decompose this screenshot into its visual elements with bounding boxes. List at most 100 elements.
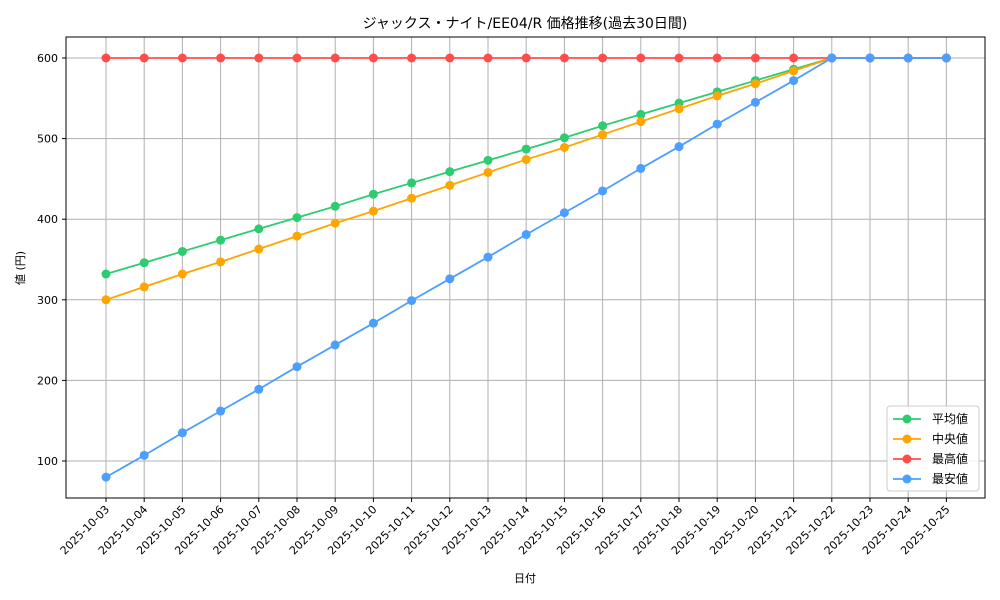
data-point: [177, 269, 187, 279]
data-point: [254, 384, 264, 394]
data-point: [559, 133, 569, 143]
y-axis-label: 値 (円): [14, 251, 27, 285]
legend-marker-icon: [902, 474, 912, 484]
data-point: [216, 53, 226, 63]
data-point: [445, 53, 455, 63]
data-point: [292, 53, 302, 63]
data-point: [254, 224, 264, 234]
data-point: [101, 472, 111, 482]
data-point: [330, 53, 340, 63]
data-point: [559, 208, 569, 218]
data-point: [101, 53, 111, 63]
data-point: [139, 282, 149, 292]
data-point: [903, 53, 913, 63]
data-point: [254, 53, 264, 63]
data-point: [254, 244, 264, 254]
data-point: [712, 119, 722, 129]
data-point: [330, 218, 340, 228]
data-point: [368, 189, 378, 199]
data-point: [941, 53, 951, 63]
y-tick-label: 300: [37, 294, 58, 307]
data-point: [712, 91, 722, 101]
data-point: [674, 104, 684, 114]
data-point: [789, 53, 799, 63]
legend-label: 平均値: [932, 411, 968, 426]
data-point: [636, 53, 646, 63]
data-point: [636, 163, 646, 173]
data-point: [445, 167, 455, 177]
data-point: [598, 121, 608, 131]
legend-marker-icon: [902, 454, 912, 464]
data-point: [789, 66, 799, 76]
data-point: [445, 274, 455, 284]
data-point: [139, 258, 149, 268]
data-point: [177, 53, 187, 63]
data-point: [521, 155, 531, 165]
data-point: [483, 167, 493, 177]
data-point: [216, 235, 226, 245]
data-point: [139, 53, 149, 63]
data-point: [521, 230, 531, 240]
data-point: [101, 295, 111, 305]
data-point: [292, 362, 302, 372]
data-point: [177, 246, 187, 256]
data-point: [139, 450, 149, 460]
y-tick-label: 100: [37, 455, 58, 468]
data-point: [712, 53, 722, 63]
series-3: [101, 53, 951, 482]
legend-item: 平均値: [893, 411, 968, 426]
data-point: [865, 53, 875, 63]
data-point: [750, 97, 760, 107]
y-tick-label: 200: [37, 374, 58, 387]
data-point: [598, 53, 608, 63]
legend-label: 中央値: [932, 431, 968, 446]
data-point: [750, 79, 760, 89]
data-point: [292, 213, 302, 223]
plot-frame: [65, 36, 986, 499]
data-point: [101, 269, 111, 279]
data-point: [827, 53, 837, 63]
data-point: [483, 252, 493, 262]
legend-label: 最高値: [932, 451, 968, 466]
y-axis: 100 200 300 400 500 600: [37, 52, 66, 468]
legend-marker-icon: [902, 434, 912, 444]
data-point: [674, 142, 684, 152]
legend-item: 中央値: [893, 431, 968, 446]
data-point: [407, 296, 417, 306]
data-point: [368, 53, 378, 63]
data-point: [330, 340, 340, 350]
legend-box: [886, 405, 980, 492]
legend-label: 最安値: [932, 471, 968, 486]
data-point: [636, 109, 646, 119]
data-point: [292, 231, 302, 241]
legend-item: 最高値: [893, 451, 968, 466]
data-point: [216, 257, 226, 267]
data-point: [407, 53, 417, 63]
data-point: [368, 206, 378, 216]
data-point: [407, 178, 417, 188]
data-point: [521, 53, 531, 63]
data-point: [789, 76, 799, 86]
data-point: [368, 318, 378, 328]
data-point: [483, 53, 493, 63]
legend-marker-icon: [902, 414, 912, 424]
x-axis-label: 日付: [514, 572, 536, 585]
data-point: [598, 130, 608, 140]
data-point: [177, 428, 187, 438]
data-point: [483, 155, 493, 165]
legend-item: 最安値: [893, 471, 968, 486]
chart-title: ジャックス・ナイト/EE04/R 価格推移(過去30日間): [363, 16, 688, 32]
data-point: [407, 193, 417, 203]
data-point: [750, 53, 760, 63]
x-axis: 2025-10-032025-10-042025-10-052025-10-06…: [58, 498, 953, 557]
y-tick-label: 400: [37, 213, 58, 226]
data-point: [330, 201, 340, 211]
data-point: [559, 53, 569, 63]
data-point: [216, 406, 226, 416]
data-point: [445, 180, 455, 190]
data-point: [521, 144, 531, 154]
data-point: [559, 142, 569, 152]
y-tick-label: 500: [37, 133, 58, 146]
